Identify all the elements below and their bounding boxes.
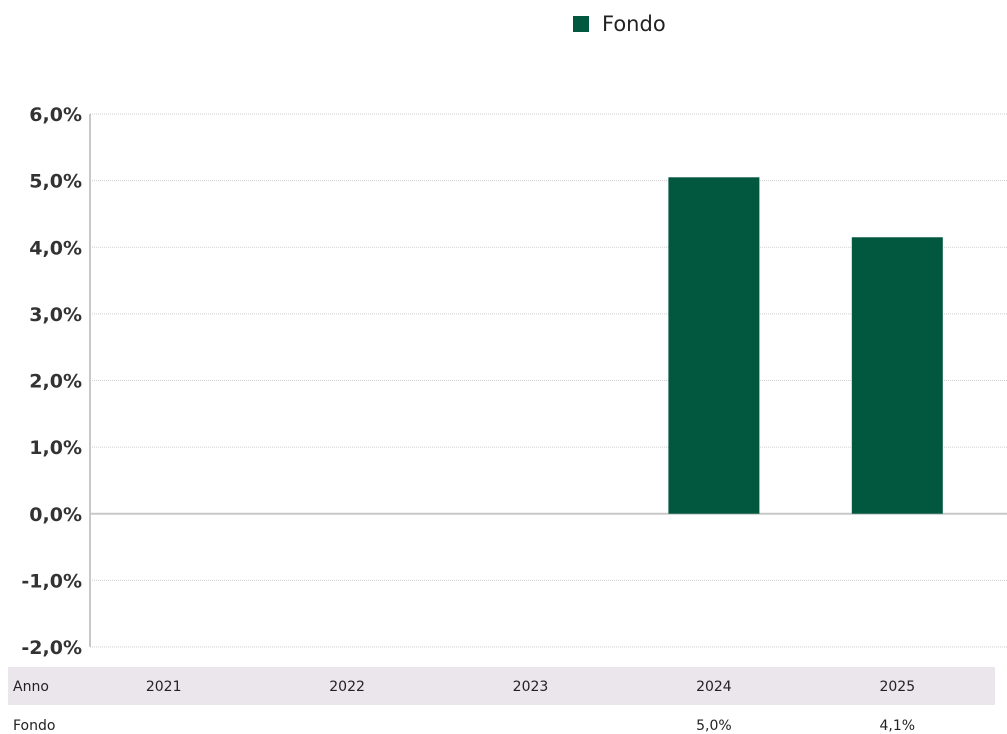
legend: Fondo [573, 12, 666, 36]
table-year-cell: 2025 [879, 679, 916, 695]
table-year-cell: 2021 [145, 679, 182, 695]
table-row-label: Fondo [13, 718, 56, 734]
y-tick-label: 6,0% [29, 104, 82, 126]
y-tick-label: -2,0% [21, 637, 82, 659]
legend-swatch [573, 16, 589, 32]
table-year-cell: 2024 [696, 679, 732, 695]
table-header-label: Anno [13, 679, 49, 695]
y-tick-label: 4,0% [29, 237, 82, 259]
bar-2025 [851, 237, 943, 514]
y-tick-label: -1,0% [21, 570, 82, 592]
bar-2024 [668, 177, 760, 514]
table-value-cell: 4,1% [879, 718, 916, 734]
legend-label: Fondo [602, 12, 666, 36]
y-tick-label: 1,0% [29, 437, 82, 459]
y-tick-label: 5,0% [29, 171, 82, 193]
table-value-cell: 5,0% [696, 718, 732, 734]
table-year-cell: 2023 [512, 679, 549, 695]
y-tick-label: 3,0% [29, 304, 82, 326]
table-year-cell: 2022 [329, 679, 365, 695]
y-tick-label: 2,0% [29, 371, 82, 393]
y-tick-label: 0,0% [29, 504, 82, 526]
table-header-row [8, 667, 995, 705]
